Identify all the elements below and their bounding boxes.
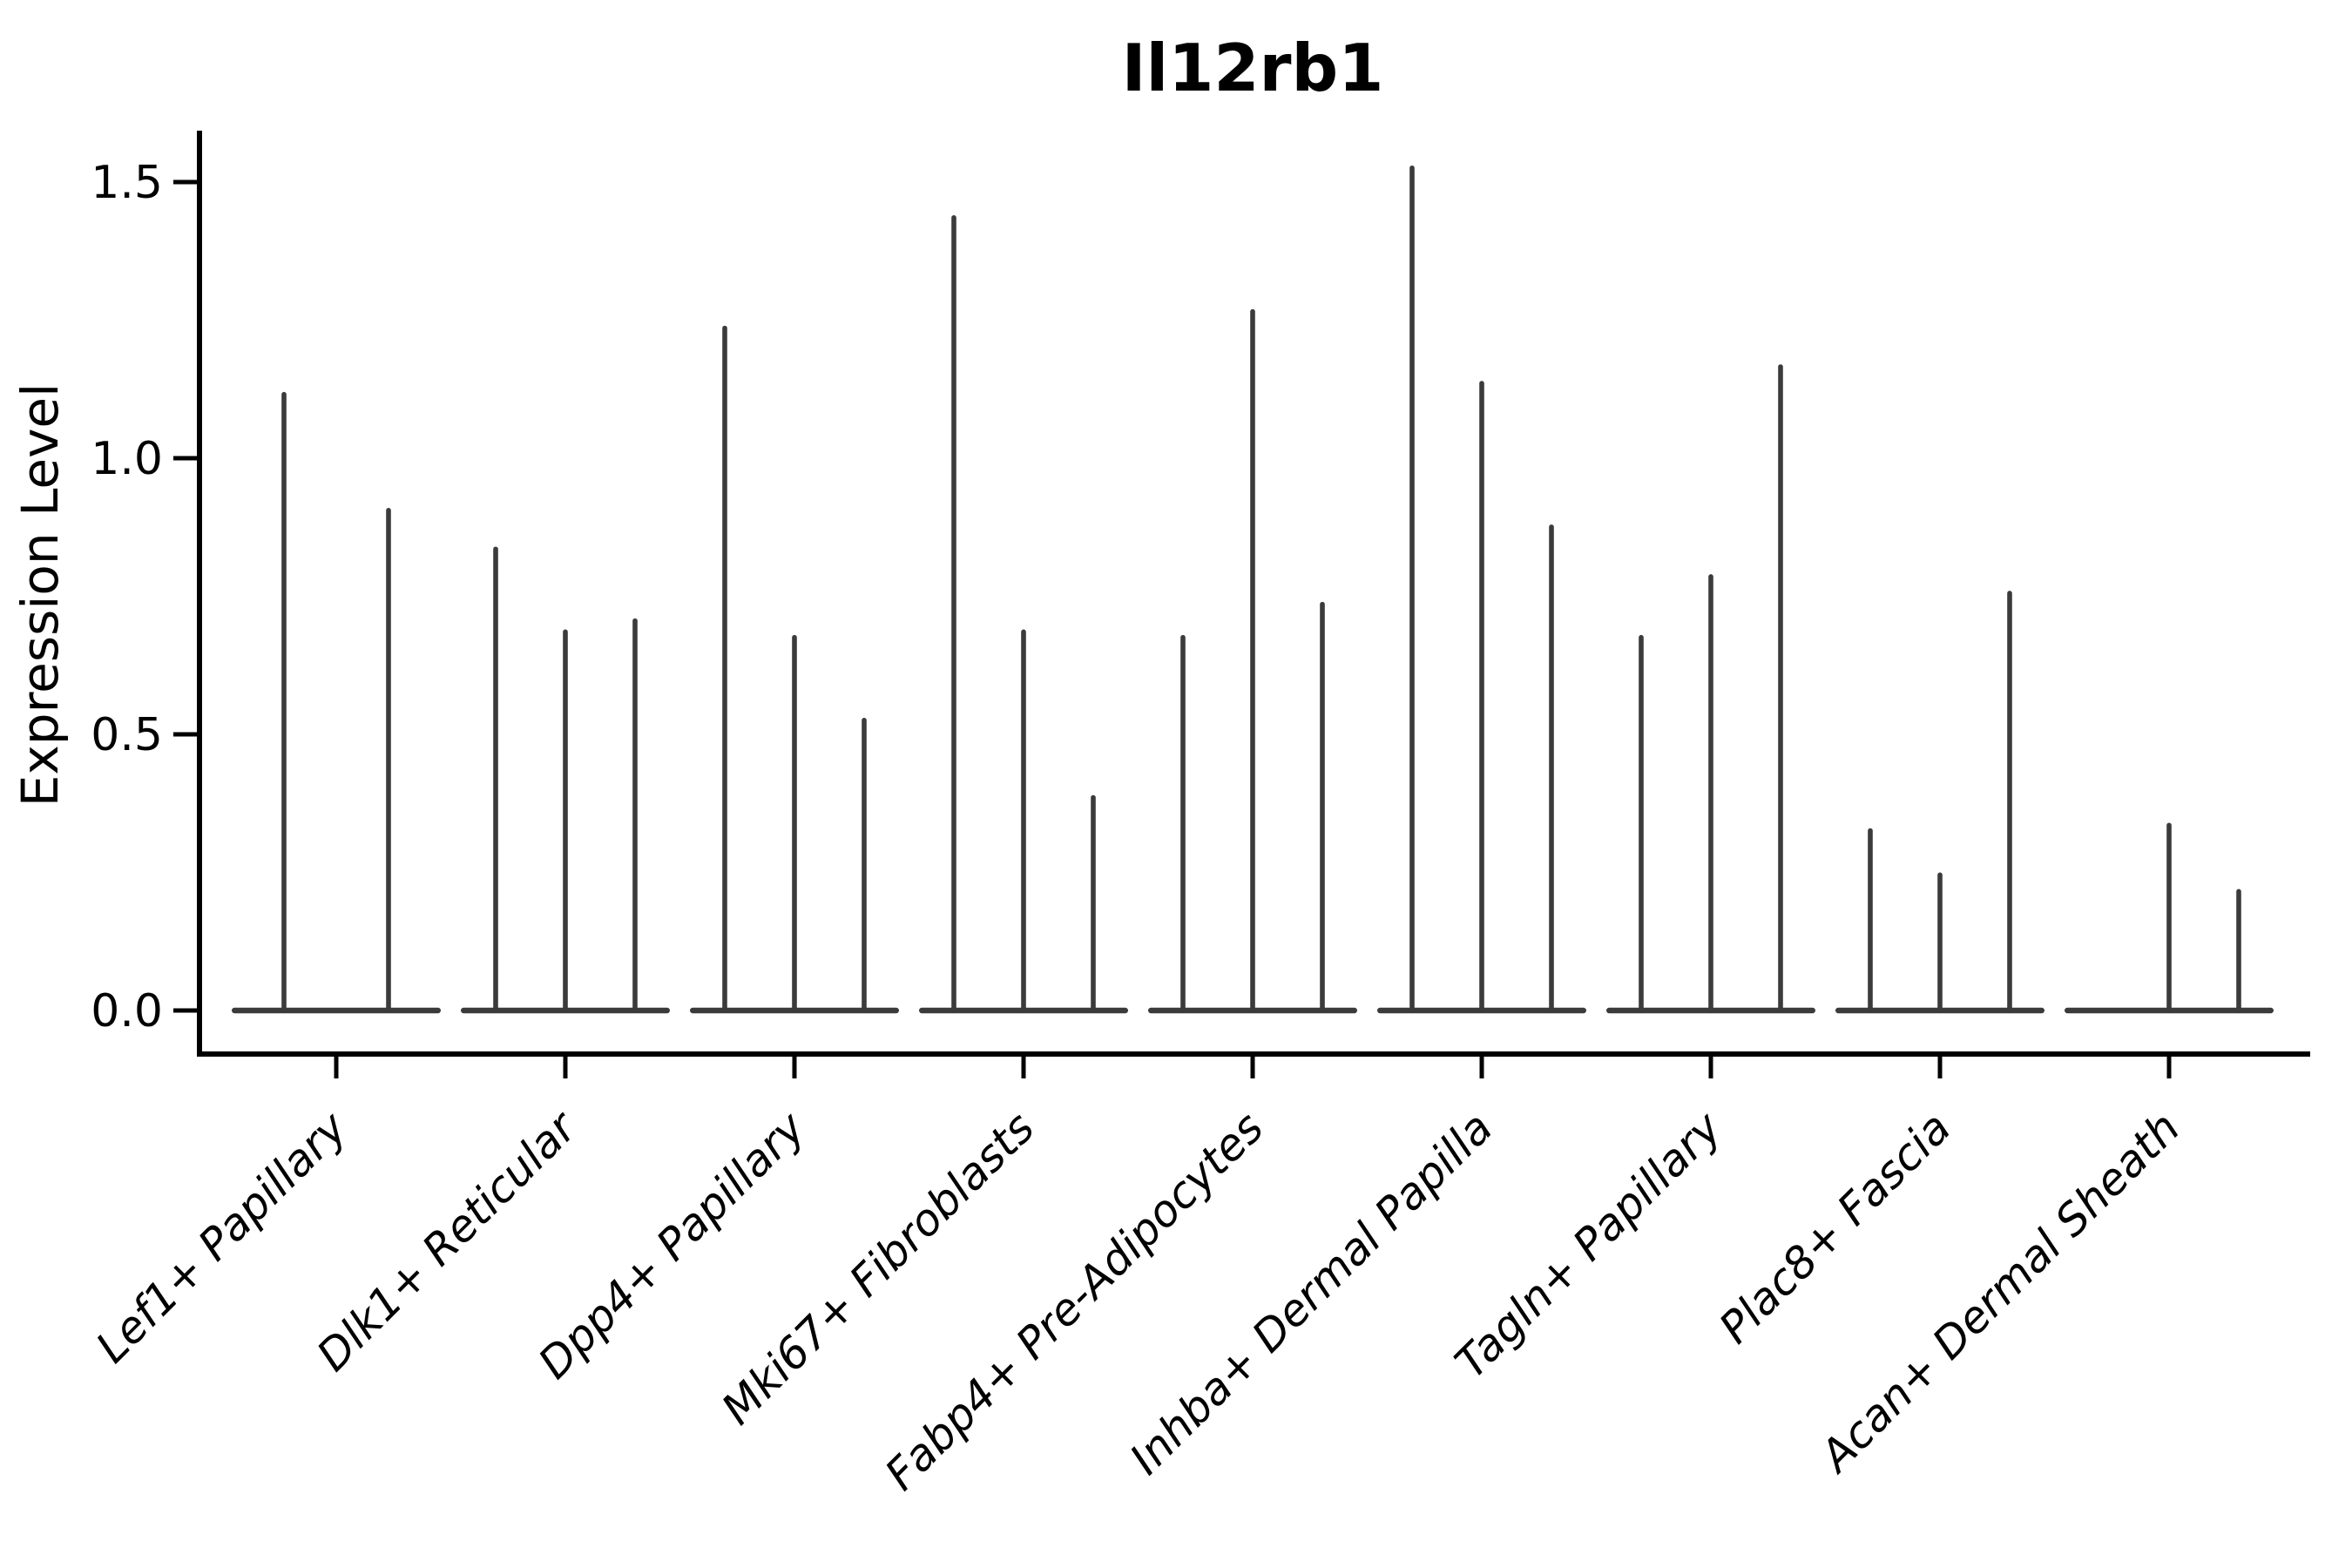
chart-title: Il12rb1 (1122, 30, 1384, 106)
x-tick-label: Fabp4+ Pre-Adipocytes (875, 1102, 1274, 1500)
violin-spike (1409, 165, 1415, 1013)
y-tick-label: 1.0 (91, 433, 163, 485)
violin-spike (632, 618, 638, 1013)
x-tick-label: Plac8+ Fascia (1710, 1102, 1961, 1353)
violin-spike (1250, 308, 1255, 1013)
violin-spike (2236, 889, 2241, 1013)
violin-spike (2166, 822, 2172, 1013)
violin-spike (951, 215, 956, 1013)
y-tick-label: 0.5 (91, 709, 163, 761)
violin-spike (1320, 601, 1325, 1013)
violin-spike (493, 546, 498, 1013)
violin-spike (386, 508, 391, 1013)
violin-spike (1549, 524, 1554, 1013)
x-tick-label: Acan+ Dermal Sheath (1809, 1102, 2190, 1483)
violin-spike (1778, 364, 1783, 1013)
violin-spike (1091, 794, 1096, 1013)
violin-spike (281, 391, 287, 1013)
violin-spike (563, 629, 568, 1013)
violin-spike (722, 325, 727, 1013)
violin-spike (1021, 629, 1026, 1013)
violin-spike (792, 634, 797, 1013)
violin-spike (1180, 634, 1186, 1013)
violin-spike (2007, 591, 2012, 1013)
x-tick-label: Inhba+ Dermal Papilla (1120, 1102, 1502, 1484)
violin-spike (1937, 872, 1943, 1013)
violin-spike (862, 717, 867, 1013)
y-tick-label: 0.0 (91, 985, 163, 1037)
y-axis-label: Expression Level (10, 383, 70, 807)
violin-baseline (232, 1007, 441, 1014)
violin-spike (1868, 828, 1873, 1013)
violin-spike (1639, 634, 1644, 1013)
violin-spike (1479, 381, 1484, 1013)
violin-spike (1708, 574, 1713, 1013)
y-tick-label: 1.5 (91, 157, 163, 209)
x-tick-label: Lef1+ Papillary (86, 1101, 357, 1372)
